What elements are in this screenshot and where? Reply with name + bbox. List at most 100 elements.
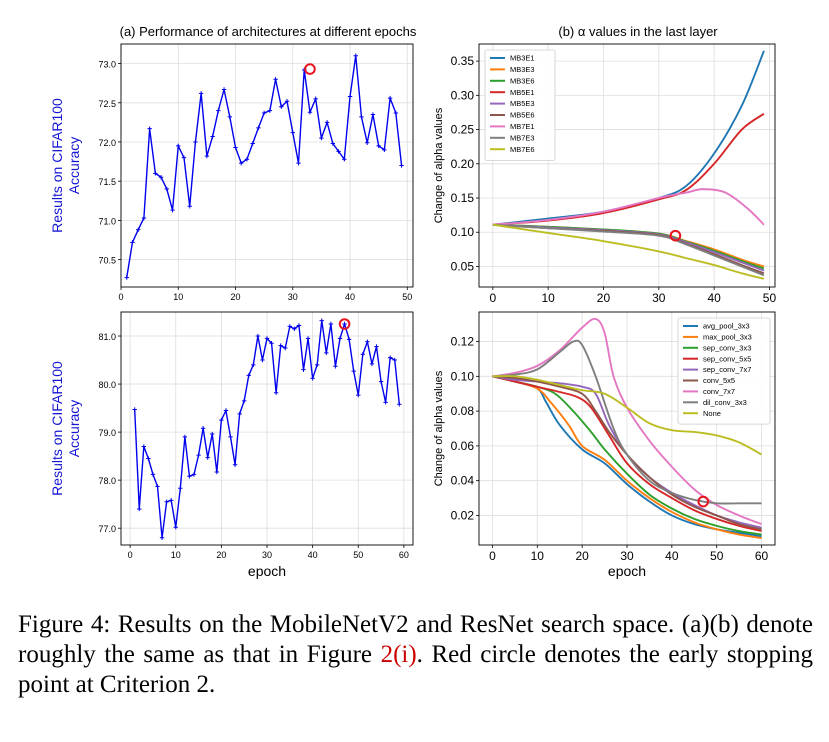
data-point [260,357,265,363]
data-point [324,350,329,356]
data-point [241,398,247,404]
data-point [378,379,384,384]
data-point [181,155,187,160]
series-line-mb7e6 [492,223,765,280]
figure-ref-link[interactable]: 2(i) [380,641,417,668]
early-stop-marker [669,229,682,242]
data-point [159,535,165,540]
data-point [141,215,147,221]
data-point [164,186,170,192]
y-tick-label: 0.10 [451,369,475,383]
x-axis-label: epoch [608,563,646,579]
chart-accuracy-mobilenetv2: 0 10 20 30 40 50 70.5 71.0 71.5 72.0 72.5 73.0 Resul… [49,43,414,302]
legend-label: dil_conv_3x3 [703,398,747,407]
data-point [314,362,320,368]
y-tick-label: 0.10 [451,225,475,239]
data-point [333,364,338,369]
legend-label: MB7E6 [510,145,535,154]
data-point [168,498,174,503]
caption-text-end: . Red circle denotes the early stopping … [18,641,813,698]
data-point [173,525,178,530]
y-tick-label: 0.12 [451,335,475,349]
x-tick-label: 30 [262,550,272,560]
plot-area [121,44,413,287]
legend-label: conv_5x5 [703,376,735,385]
x-tick-label: 50 [353,550,363,560]
data-point [182,434,188,440]
y-axis-label: Change of alpha values [433,107,445,223]
legend-label: MB7E3 [510,133,535,142]
legend-label: MB3E3 [510,65,535,74]
early-stop-marker [697,495,710,508]
data-point [223,408,229,413]
series-line-dil_conv_3x3 [492,339,762,505]
y-tick-label: 0.20 [451,157,475,171]
x-tick-label: 40 [707,291,721,305]
data-point [346,337,352,342]
data-point [200,426,206,431]
data-point [251,362,256,368]
y-tick-label: 73.0 [98,60,116,70]
data-point [284,99,290,104]
data-point [198,91,204,96]
data-point [399,163,404,168]
legend-label: MB5E6 [510,111,535,120]
plot-frame [120,43,414,288]
data-point [356,392,361,398]
data-point [342,321,347,327]
data-point [146,456,151,461]
x-tick-label: 20 [597,291,611,305]
data-point [290,130,295,135]
data-point [237,411,242,417]
x-axis-label: epoch [248,563,286,579]
data-point [397,402,402,407]
data-point [347,94,353,99]
data-point [227,114,232,120]
x-tick-label: 50 [763,291,777,305]
legend-label: MB3E6 [510,76,535,85]
y-tick-label: 0.08 [451,404,475,418]
legend-label: None [703,409,721,418]
data-point [164,499,169,504]
legend-label: MB5E3 [510,99,535,108]
series-line-none [492,375,763,456]
plot-frame [478,43,776,288]
data-point [187,204,192,209]
data-point [359,114,364,120]
data-point [132,407,137,412]
data-point [307,109,313,115]
y-tick-label: 71.0 [98,216,116,226]
x-tick-label: 60 [399,550,409,560]
legend-label: MB7E1 [510,122,535,131]
legend-label: MB5E1 [510,88,535,97]
data-point [310,376,315,381]
y-tick-label: 71.5 [98,177,116,187]
x-tick-label: 0 [489,549,496,563]
data-point [228,434,233,440]
data-point [158,175,164,180]
y-tick-label: 78.0 [98,476,116,486]
data-point [232,462,238,467]
x-tick-label: 40 [345,292,355,302]
series-line-conv_5x5 [492,375,762,531]
data-point [267,108,273,113]
chart-alpha-mobilenetv2: 0 10 20 30 40 50 0.05 0.10 0.15 0.20 0.25 0.30 0.35 C… [433,43,777,305]
legend-label: sep_conv_5x5 [703,354,751,363]
legend-label: MB3E1 [510,54,535,63]
data-point [365,339,370,344]
y-tick-label: 0.35 [451,54,475,68]
legend-label: sep_conv_7x7 [703,365,751,374]
x-tick-label: 10 [171,550,181,560]
series-line-mb7e1 [492,188,765,226]
y-axis-label: Results on CIFAR100Accuracy [49,98,82,233]
data-point [313,96,318,102]
data-point [255,333,261,339]
plot-frame [120,311,414,546]
legend-label: max_pool_3x3 [703,333,752,342]
data-point [393,110,399,116]
legend-label: sep_conv_3x3 [703,343,751,352]
x-tick-label: 50 [402,292,412,302]
chart-accuracy-resnet: 0 10 20 30 40 50 60 77.0 78.0 79.0 80.0 81.0 Results… [49,311,414,579]
data-point [269,341,274,346]
data-point [376,143,381,149]
